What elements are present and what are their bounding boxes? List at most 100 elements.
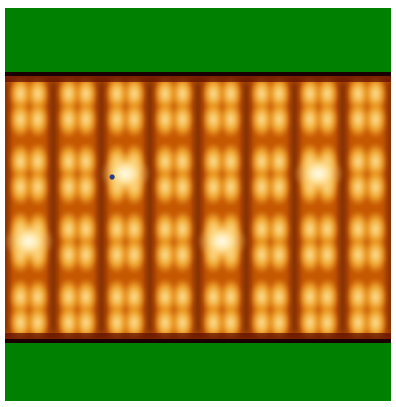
heat-blob	[9, 279, 32, 315]
dark-lane	[387, 80, 391, 335]
dark-lane	[194, 80, 202, 335]
dark-lane	[338, 80, 347, 335]
heat-blob	[299, 76, 321, 112]
heat-blob	[251, 76, 273, 112]
heat-blob	[347, 143, 369, 180]
heat-blob	[251, 237, 273, 273]
heat-blob	[220, 305, 242, 341]
heat-blob	[154, 101, 176, 138]
bright-tile	[102, 154, 149, 193]
heat-blob	[106, 211, 128, 247]
heat-blob	[58, 237, 80, 273]
heat-blob	[27, 143, 49, 180]
heat-blob	[58, 76, 80, 112]
top-edge-glow	[5, 76, 391, 82]
heat-blob	[154, 279, 176, 315]
heat-blob	[58, 305, 80, 341]
heat-blob	[58, 101, 80, 138]
heat-blob	[106, 76, 128, 112]
heat-blob	[27, 76, 49, 112]
heat-blob	[75, 211, 97, 247]
heat-blob	[58, 211, 80, 247]
heat-blob	[268, 279, 290, 315]
heat-blob	[364, 211, 387, 247]
heat-blob	[251, 143, 273, 180]
heat-blob	[364, 76, 387, 112]
dark-lane	[97, 80, 106, 335]
game-viewport[interactable]	[5, 8, 391, 401]
heat-blob	[171, 279, 194, 315]
heat-blob	[202, 169, 225, 205]
heat-blob	[154, 169, 176, 205]
heat-blob	[220, 143, 242, 180]
heat-blob	[220, 279, 242, 315]
heat-blob	[347, 169, 369, 205]
heat-blob	[251, 305, 273, 341]
heat-blob	[299, 237, 321, 273]
heat-blob	[171, 143, 194, 180]
heat-blob	[299, 305, 321, 341]
heat-blob	[347, 211, 369, 247]
heat-blob	[154, 211, 176, 247]
dark-lane	[242, 80, 251, 335]
heat-blob	[171, 101, 194, 138]
heat-blob	[9, 143, 32, 180]
heat-blob	[299, 211, 321, 247]
heat-blob	[75, 169, 97, 205]
heat-blob	[171, 211, 194, 247]
heat-blob	[75, 101, 97, 138]
heat-blob	[9, 76, 32, 112]
heat-field[interactable]	[5, 72, 391, 343]
bottom-edge-glow	[5, 333, 391, 339]
heat-blob	[154, 237, 176, 273]
heat-blob	[268, 237, 290, 273]
heat-blob	[9, 305, 32, 341]
heat-blob	[202, 305, 225, 341]
heat-blob	[202, 101, 225, 138]
heat-blob	[27, 169, 49, 205]
heat-blob	[123, 237, 145, 273]
heat-blob	[268, 169, 290, 205]
top-edge	[5, 72, 391, 76]
heat-blob	[364, 143, 387, 180]
heat-blob	[75, 76, 97, 112]
heat-blob	[106, 101, 128, 138]
heat-blob	[316, 305, 338, 341]
heat-blob	[347, 305, 369, 341]
heat-blob	[316, 237, 338, 273]
heat-blob	[202, 143, 225, 180]
heat-blob	[268, 211, 290, 247]
heat-blob	[9, 169, 32, 205]
heat-blob	[27, 101, 49, 138]
heat-blob	[347, 237, 369, 273]
heat-blob	[58, 169, 80, 205]
heat-blob	[106, 305, 128, 341]
heat-blob	[268, 76, 290, 112]
heat-blob	[171, 76, 194, 112]
heat-blob	[347, 279, 369, 315]
dark-lane	[49, 80, 58, 335]
heat-blob	[364, 305, 387, 341]
heat-blob	[123, 279, 145, 315]
heat-blob	[123, 76, 145, 112]
heat-blob	[27, 305, 49, 341]
heat-blob	[251, 101, 273, 138]
heat-blob	[364, 101, 387, 138]
heat-blob	[268, 101, 290, 138]
heat-blob	[106, 279, 128, 315]
heat-blob	[27, 279, 49, 315]
heat-blob	[106, 237, 128, 273]
heat-blob	[347, 76, 369, 112]
heat-blob	[171, 305, 194, 341]
dark-lane	[290, 80, 299, 335]
heat-blob	[220, 76, 242, 112]
heat-blob	[316, 211, 338, 247]
heat-blob	[316, 76, 338, 112]
bottom-green-band	[5, 343, 391, 401]
blue-dot-marker-icon	[109, 174, 115, 180]
bright-tile	[5, 222, 53, 261]
bright-tile	[198, 222, 246, 261]
heat-blob	[154, 305, 176, 341]
heat-blob	[123, 305, 145, 341]
bright-tile	[295, 154, 342, 193]
